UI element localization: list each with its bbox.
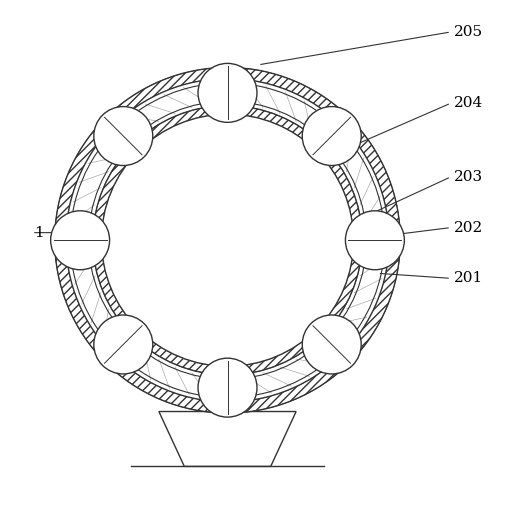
Polygon shape — [93, 106, 362, 375]
Text: 201: 201 — [454, 271, 483, 285]
Circle shape — [345, 211, 405, 270]
Text: 204: 204 — [454, 96, 483, 110]
Circle shape — [102, 114, 353, 366]
Text: 205: 205 — [454, 25, 483, 39]
Polygon shape — [55, 67, 400, 413]
Circle shape — [94, 315, 153, 374]
Text: 203: 203 — [454, 170, 483, 184]
Circle shape — [51, 211, 109, 270]
Text: 1: 1 — [35, 226, 44, 240]
Circle shape — [198, 358, 257, 417]
Circle shape — [302, 107, 361, 166]
Circle shape — [94, 107, 153, 166]
Polygon shape — [66, 79, 389, 402]
Text: 202: 202 — [454, 221, 483, 235]
Polygon shape — [159, 411, 296, 467]
Circle shape — [55, 67, 400, 413]
Circle shape — [198, 63, 257, 122]
Circle shape — [302, 315, 361, 374]
